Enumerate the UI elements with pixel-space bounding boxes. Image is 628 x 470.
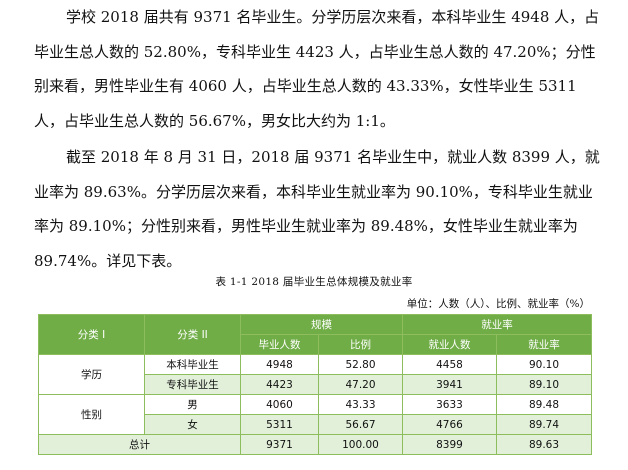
- cell-graduates: 5311: [240, 414, 319, 435]
- row-sub-label: 专科毕业生: [144, 374, 241, 395]
- total-label: 总计: [38, 434, 241, 455]
- header-employed: 就业人数: [402, 334, 497, 355]
- cell-ratio: 47.20: [318, 374, 403, 395]
- group-education: 学历: [38, 354, 145, 395]
- header-category-2: 分类 II: [144, 314, 241, 355]
- table-row: 学历 本科毕业生 4948 52.80 4458 90.10: [38, 354, 592, 395]
- cell-ratio: 56.67: [318, 414, 403, 435]
- table-caption: 表 1-1 2018 届毕业生总体规模及就业率: [215, 276, 413, 288]
- total-graduates: 9371: [240, 434, 319, 455]
- cell-rate: 89.74: [496, 414, 592, 435]
- header-graduates: 毕业人数: [240, 334, 319, 355]
- header-ratio: 比例: [318, 334, 403, 355]
- row-sub-label: 本科毕业生: [144, 354, 241, 375]
- cell-graduates: 4423: [240, 374, 319, 395]
- table-row: 女 5311 56.67 4766 89.74: [39, 414, 592, 435]
- cell-employed: 3941: [402, 374, 497, 395]
- header-rate: 就业率: [496, 334, 592, 355]
- cell-ratio: 52.80: [318, 354, 403, 375]
- table-row: 专科毕业生 4423 47.20 3941 89.10: [39, 374, 592, 395]
- cell-graduates: 4060: [240, 394, 319, 415]
- total-ratio: 100.00: [318, 434, 403, 455]
- header-category-1: 分类 I: [38, 314, 145, 355]
- graduate-employment-table: 分类 I 分类 II 规模 就业率 毕业人数 比例 就业人数 就业率 学历 本科…: [38, 314, 592, 455]
- table-total-row: 总计 9371 100.00 8399 89.63: [38, 434, 592, 455]
- paragraph-graduate-overview: 学校 2018 届共有 9371 名毕业生。分学历层次来看，本科毕业生 4948…: [34, 8, 600, 130]
- cell-rate: 89.48: [496, 394, 592, 415]
- cell-employed: 3633: [402, 394, 497, 415]
- cell-ratio: 43.33: [318, 394, 403, 415]
- total-rate: 89.63: [496, 434, 592, 455]
- total-employed: 8399: [402, 434, 497, 455]
- paragraph-employment-overview: 截至 2018 年 8 月 31 日，2018 届 9371 名毕业生中，就业人…: [34, 148, 600, 270]
- cell-employed: 4458: [402, 354, 497, 375]
- cell-graduates: 4948: [240, 354, 319, 375]
- cell-rate: 89.10: [496, 374, 592, 395]
- table-unit-note: 单位：人数（人）、比例、就业率（%）: [406, 298, 590, 310]
- table-row: 性别 男 4060 43.33 3633 89.48: [38, 394, 592, 435]
- cell-employed: 4766: [402, 414, 497, 435]
- header-scale: 规模: [240, 314, 403, 335]
- cell-rate: 90.10: [496, 354, 592, 375]
- row-sub-label: 女: [144, 414, 241, 435]
- header-employment: 就业率: [402, 314, 592, 335]
- row-sub-label: 男: [144, 394, 241, 415]
- group-gender: 性别: [38, 394, 145, 435]
